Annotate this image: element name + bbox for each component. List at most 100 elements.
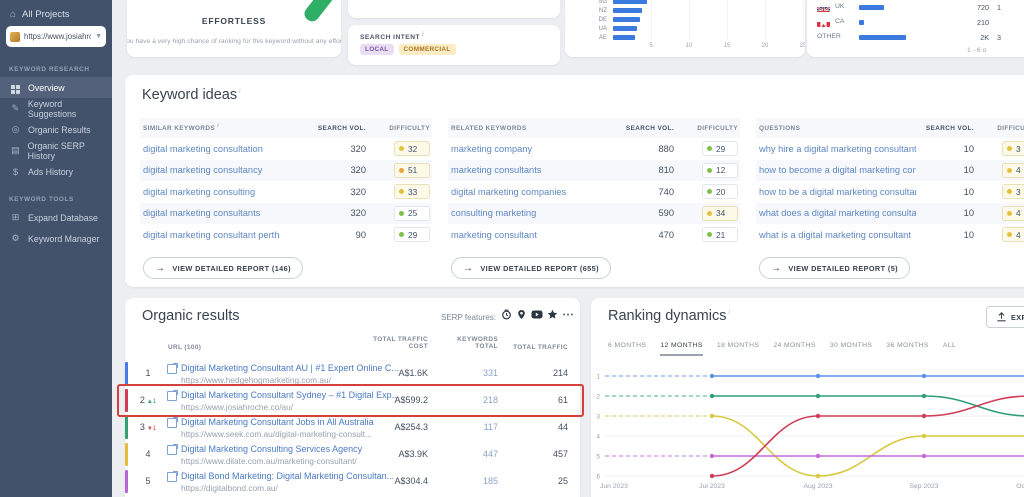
tab-6-months[interactable]: 6 MONTHS [608,342,647,349]
blue-line-point [921,373,927,379]
difficulty-badge: 4 [1002,205,1024,221]
difficulty-cell: 4 [974,162,1024,178]
project-url: https://www.josiahroc... [24,32,91,41]
difficulty-badge: 4 [1002,227,1024,243]
total-traffic-value: 25 [557,476,568,486]
sidebar-item-organic-results[interactable]: ◎ Organic Results [0,119,112,140]
country-bar-row: SG [565,0,805,6]
keywords-total-link[interactable]: 117 [483,422,498,432]
tab-36-months[interactable]: 36 MONTHS [886,342,929,349]
country-list-pagination: 1 - 6 o [967,47,987,54]
dollar-icon: $ [12,166,18,177]
volume-by-country-chart-card: 5 10 15 20 25 SG NZ DE UA AE [565,0,805,57]
keywords-total-link[interactable]: 218 [482,395,498,405]
keyword-link[interactable]: why hire a digital marketing consultant [759,143,916,154]
sidebar-item-keyword-suggestions[interactable]: ✎ Keyword Suggestions [0,98,112,119]
difficulty-badge: 3 [1002,184,1024,200]
difficulty-dot [399,146,404,152]
difficulty-value: 4 [1016,229,1021,240]
sidebar-item-label: Overview [28,82,65,93]
organic-results-card: Organic results SERP features: URL (100)… [125,298,580,497]
keyword-link[interactable]: digital marketing consulting [143,186,256,197]
keyword-link[interactable]: consulting marketing [451,208,537,219]
sidebar-item-organic-serp-history[interactable]: ▤ Organic SERP History [0,140,112,161]
tab-24-months[interactable]: 24 MONTHS [773,342,816,349]
keywords-total-link[interactable]: 331 [482,368,498,378]
keyword-row: marketing consultant 470 21 [448,224,740,246]
info-icon: i [217,123,220,130]
keywords-total-link[interactable]: 185 [482,476,498,486]
yellow-line [711,415,1024,477]
organic-result-row: 1 Digital Marketing Consultant AU | #1 Ex… [125,360,580,387]
organic-result-row: 3 ▼1 Digital Marketing Consultant Jobs in … [125,414,580,441]
difficulty-dot [399,167,404,173]
position-cell: 4 [145,449,151,459]
difficulty-cell: 25 [366,205,432,221]
tab-12-months[interactable]: 12 MONTHS [660,342,703,356]
keyword-link[interactable]: marketing consultants [451,165,542,176]
more-icon [562,309,574,320]
tab-30-months[interactable]: 30 MONTHS [829,342,873,349]
sidebar-item-label: Ads History [28,166,73,177]
search-intent-card: SEARCH INTENT i LOCAL COMMERCIAL [348,25,560,65]
info-icon: i [239,89,241,96]
x-tick-label: 15 [723,43,731,49]
country-label: UA [598,26,607,32]
rank-down-icon: ▼1 [146,426,157,432]
keyword-link[interactable]: digital marketing consultancy [143,165,263,176]
result-url: https://www.josiahroche.co/au/ [181,402,294,412]
country-volume: 2K [980,33,989,42]
view-detailed-report-button[interactable]: → VIEW DETAILED REPORT (5) [759,257,911,279]
sidebar-item-label: Keyword Suggestions [27,98,77,119]
keywords-total-link[interactable]: 447 [482,449,498,459]
sidebar-item-ads-history[interactable]: $ Ads History [0,161,112,182]
sidebar-item-keyword-manager[interactable]: ⚙ Keyword Manager [0,228,112,249]
result-title-link[interactable]: Digital Marketing Consultant Sydney – #1… [181,390,400,400]
keyword-link[interactable]: how to become a digital marketing cons..… [759,165,916,176]
tab-all[interactable]: ALL [942,342,957,349]
cost-column-header: TOTAL TRAFFIC COST [373,336,428,350]
view-detailed-report-button[interactable]: → VIEW DETAILED REPORT (146) [143,257,303,279]
difficulty-value: 21 [716,229,726,240]
keyword-row: digital marketing consultants 320 25 [140,202,432,224]
keyword-link[interactable]: what is a digital marketing consultant [759,229,911,240]
difficulty-value: 32 [408,143,418,154]
difficulty-value: 12 [716,165,726,176]
difficulty-value: 3 [1016,186,1021,197]
difficulty-badge: 12 [702,162,738,178]
x-tick-label: Aug 2023 [803,483,832,490]
keyword-ideas-card: Keyword ideas i SIMILAR KEYWORDS i SEARCH V… [125,75,1024,287]
export-button[interactable]: EXPORT [986,306,1024,328]
keyword-link[interactable]: marketing company [451,143,533,154]
result-title-link[interactable]: Digital Marketing Consulting Services Ag… [181,444,363,454]
keyword-link[interactable]: what does a digital marketing consultan.… [759,208,916,219]
tab-18-months[interactable]: 18 MONTHS [716,342,760,349]
keyword-row: marketing company 880 29 [448,138,740,160]
sidebar-item-overview[interactable]: Overview [0,77,112,98]
view-detailed-report-button[interactable]: → VIEW DETAILED REPORT (655) [451,257,611,279]
keyword-link[interactable]: marketing consultant [451,229,537,240]
result-title-link[interactable]: Digital Bond Marketing: Digital Marketin… [181,471,395,481]
keyword-link[interactable]: digital marketing consultation [143,143,263,154]
result-title-link[interactable]: Digital Marketing Consultant AU | #1 Exp… [181,363,399,373]
difficulty-dot [707,210,712,216]
volume-bar [613,26,637,31]
traffic-column-header: TOTAL TRAFFIC [513,344,568,351]
difficulty-dot [399,210,404,216]
all-projects-link[interactable]: ⌂ All Projects [0,0,112,20]
volume-by-country-list-card: UK 720 1 CA 210 OTHER 2K 3 1 - 6 o [807,0,1024,57]
sidebar-item-expand-database[interactable]: ⊞ Expand Database [0,207,112,228]
keyword-link[interactable]: digital marketing consultants [143,208,261,219]
y-tick-label: 5 [596,454,600,461]
red-line [711,395,1024,477]
external-link-icon [167,417,178,428]
difficulty-dot [707,232,712,238]
difficulty-dot [1007,210,1012,216]
project-selector[interactable]: https://www.josiahroc... ▼ [6,26,106,47]
volume-bar [859,35,906,40]
keyword-link[interactable]: digital marketing consultant perth [143,229,280,240]
difficulty-dot [1007,146,1012,152]
result-title-link[interactable]: Digital Marketing Consultant Jobs in All… [181,417,374,427]
keyword-link[interactable]: how to be a digital marketing consultant [759,186,916,197]
keyword-link[interactable]: digital marketing companies [451,186,567,197]
